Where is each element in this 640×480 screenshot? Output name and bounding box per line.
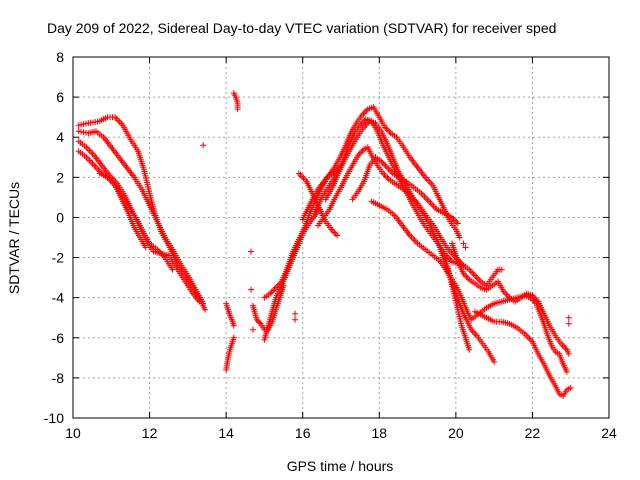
- data-point-trace-n: [446, 255, 453, 262]
- data-point-trace-p: [381, 171, 388, 178]
- data-point-trace-i: [253, 316, 260, 323]
- data-point-trace-n: [472, 272, 478, 279]
- grid-lines: [73, 57, 609, 418]
- x-axis-label: GPS time / hours: [287, 458, 394, 474]
- data-point-trace-d: [92, 163, 99, 170]
- y-tick-label: 6: [56, 89, 64, 105]
- data-point-trace-m: [361, 109, 368, 116]
- data-point-trace-i: [256, 319, 263, 326]
- data-point-trace-p: [358, 149, 365, 156]
- x-tick-label: 20: [448, 425, 464, 441]
- data-point-trace-q: [383, 164, 390, 171]
- data-point-trace-n: [474, 275, 481, 282]
- data-point-trace-a: [202, 306, 209, 313]
- data-point-isolated-b: [292, 310, 299, 317]
- data-point-trace-d: [169, 266, 176, 273]
- data-point-isolated-c: [565, 320, 572, 327]
- x-tick-label: 22: [525, 425, 541, 441]
- data-point-isolated-c: [460, 240, 467, 247]
- x-tick-label: 16: [295, 425, 311, 441]
- data-point-trace-d: [93, 165, 100, 172]
- chart-title: Day 209 of 2022, Sidereal Day-to-day VTE…: [47, 20, 556, 36]
- data-point-isolated-a: [200, 142, 207, 149]
- data-point-trace-l: [331, 229, 338, 236]
- y-tick-label: 0: [56, 209, 64, 225]
- y-tick-label: 8: [56, 49, 64, 65]
- data-point-trace-q: [381, 161, 388, 168]
- y-tick-label: -8: [52, 370, 65, 386]
- data-point-trace-t: [561, 343, 568, 350]
- data-point-isolated-c: [462, 244, 469, 251]
- y-tick-label: 2: [56, 169, 64, 185]
- x-tick-labels: 10 12 14 16 18 20 22 24: [65, 425, 617, 441]
- data-point-trace-k: [270, 287, 277, 294]
- data-point-trace-n: [470, 271, 477, 278]
- data-point-isolated-b: [292, 316, 299, 323]
- y-tick-label: -2: [52, 250, 65, 266]
- data-point-trace-d: [95, 166, 102, 173]
- data-point-trace-c: [196, 298, 203, 305]
- data-point-trace-l: [332, 230, 339, 237]
- data-point-trace-n: [467, 268, 474, 275]
- x-tick-label: 14: [218, 425, 234, 441]
- data-point-isolated-c: [565, 314, 572, 321]
- data-point-trace-h: [230, 334, 237, 341]
- x-tick-label: 18: [371, 425, 387, 441]
- data-point-trace-m: [360, 110, 367, 117]
- data-point-trace-u: [567, 384, 574, 391]
- data-point-isolated-b: [248, 286, 255, 293]
- x-tick-label: 12: [142, 425, 158, 441]
- data-point-trace-t: [503, 291, 510, 298]
- y-tick-label: 4: [56, 129, 64, 145]
- data-point-trace-t: [463, 273, 470, 280]
- data-point-trace-i: [255, 318, 262, 325]
- data-point-trace-n: [469, 269, 476, 276]
- data-point-trace-t: [464, 275, 471, 282]
- data-point-trace-q: [379, 159, 386, 166]
- y-tick-labels: -10 -8 -6 -4 -2 0 2 4 6 8: [44, 49, 64, 426]
- data-point-trace-r: [563, 368, 570, 375]
- y-axis-label: SDTVAR / TECUs: [6, 182, 22, 294]
- data-point-isolated-b: [248, 248, 255, 255]
- data-point-trace-m: [456, 234, 463, 241]
- data-point-trace-t: [559, 342, 566, 349]
- data-point-trace-s: [471, 329, 478, 336]
- data-point-trace-l: [329, 227, 336, 234]
- data-markers: [75, 90, 574, 399]
- y-tick-label: -10: [44, 410, 64, 426]
- y-tick-label: -4: [52, 290, 65, 306]
- data-point-trace-q: [454, 220, 461, 227]
- data-point-trace-t: [565, 350, 572, 357]
- data-point-trace-s: [491, 358, 498, 365]
- data-point-trace-l: [334, 232, 341, 239]
- data-point-trace-s: [472, 331, 479, 338]
- data-point-isolated-b: [249, 326, 256, 333]
- data-point-trace-q: [386, 167, 393, 174]
- data-point-trace-q: [382, 162, 389, 169]
- data-point-trace-n: [473, 274, 480, 281]
- data-point-trace-q: [453, 218, 460, 225]
- y-tick-label: -6: [52, 330, 65, 346]
- data-point-trace-f: [234, 106, 241, 113]
- data-point-trace-b: [200, 300, 207, 307]
- data-point-trace-m: [386, 128, 393, 135]
- data-point-trace-m: [384, 127, 391, 134]
- data-point-trace-n: [498, 266, 505, 273]
- axis-ticks: [72, 56, 610, 419]
- x-tick-label: 10: [65, 425, 81, 441]
- data-point-trace-g: [230, 322, 237, 329]
- data-point-trace-o: [466, 346, 473, 353]
- data-point-trace-e: [142, 244, 149, 251]
- data-point-trace-p: [382, 173, 389, 180]
- data-point-trace-k: [268, 289, 275, 296]
- data-point-trace-p: [384, 174, 391, 181]
- plot-frame: [72, 56, 610, 419]
- x-tick-label: 24: [601, 425, 617, 441]
- data-point-trace-q: [385, 165, 392, 172]
